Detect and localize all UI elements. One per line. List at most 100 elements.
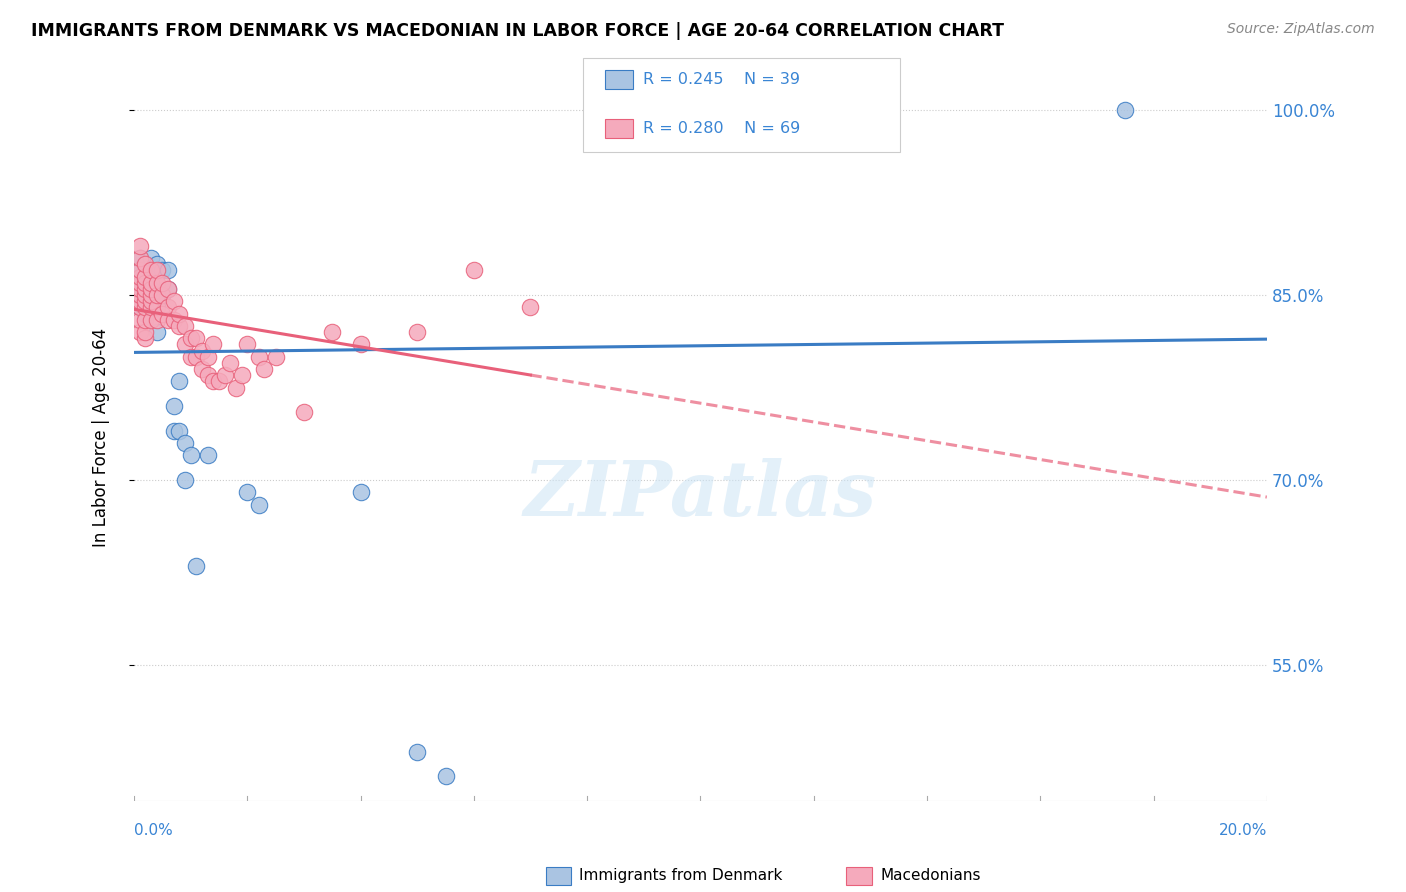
Point: [128, 251, 150, 265]
Point: [139, 288, 162, 302]
Point: [145, 276, 167, 290]
Point: [134, 276, 156, 290]
Point: [349, 337, 371, 351]
Point: [162, 312, 184, 326]
Point: [202, 375, 225, 389]
Point: [197, 350, 219, 364]
Point: [139, 251, 162, 265]
Point: [134, 276, 156, 290]
Point: [128, 282, 150, 296]
Point: [145, 312, 167, 326]
Point: [633, 128, 655, 142]
Point: [156, 263, 179, 277]
Point: [197, 368, 219, 383]
Point: [186, 350, 208, 364]
Point: [128, 269, 150, 284]
Point: [191, 343, 214, 358]
Point: [134, 331, 156, 345]
Point: [167, 424, 190, 438]
Point: [134, 294, 156, 309]
Point: [156, 301, 179, 315]
Point: [150, 276, 173, 290]
Point: [145, 325, 167, 339]
Point: [145, 263, 167, 277]
Point: [208, 375, 231, 389]
Point: [236, 485, 259, 500]
Point: [139, 294, 162, 309]
Text: R = 0.245    N = 39: R = 0.245 N = 39: [643, 72, 800, 87]
Point: [191, 362, 214, 376]
Point: [1114, 103, 1136, 117]
Point: [156, 282, 179, 296]
Point: [134, 294, 156, 309]
Point: [139, 282, 162, 296]
Point: [174, 337, 197, 351]
Point: [150, 288, 173, 302]
Point: [134, 325, 156, 339]
Point: [139, 263, 162, 277]
Point: [150, 263, 173, 277]
Point: [145, 288, 167, 302]
Point: [134, 257, 156, 271]
Point: [139, 282, 162, 296]
Point: [186, 559, 208, 574]
Point: [145, 257, 167, 271]
Point: [156, 312, 179, 326]
Point: [219, 356, 242, 370]
Point: [180, 449, 202, 463]
Point: [236, 337, 259, 351]
Text: 20.0%: 20.0%: [1219, 823, 1267, 838]
Point: [197, 449, 219, 463]
Point: [128, 325, 150, 339]
Text: R = 0.280    N = 69: R = 0.280 N = 69: [643, 121, 800, 136]
Point: [134, 288, 156, 302]
Point: [139, 301, 162, 315]
Point: [134, 307, 156, 321]
Point: [253, 362, 276, 376]
Point: [167, 307, 190, 321]
Point: [128, 294, 150, 309]
Point: [434, 769, 457, 783]
Point: [128, 288, 150, 302]
Y-axis label: In Labor Force | Age 20-64: In Labor Force | Age 20-64: [93, 327, 110, 547]
Point: [180, 350, 202, 364]
Point: [214, 368, 236, 383]
Point: [162, 294, 184, 309]
Point: [134, 269, 156, 284]
Text: Macedonians: Macedonians: [880, 869, 980, 883]
Point: [128, 312, 150, 326]
Point: [134, 282, 156, 296]
Point: [174, 318, 197, 333]
Point: [134, 257, 156, 271]
Point: [134, 269, 156, 284]
Point: [128, 263, 150, 277]
Point: [231, 368, 253, 383]
Point: [128, 288, 150, 302]
Text: 0.0%: 0.0%: [134, 823, 173, 838]
Point: [128, 276, 150, 290]
Point: [162, 399, 184, 413]
Point: [321, 325, 343, 339]
Point: [180, 331, 202, 345]
Point: [145, 301, 167, 315]
Point: [247, 498, 270, 512]
Point: [139, 312, 162, 326]
Point: [202, 337, 225, 351]
Point: [264, 350, 287, 364]
Point: [128, 282, 150, 296]
Point: [134, 312, 156, 326]
Point: [128, 263, 150, 277]
Point: [292, 405, 315, 419]
Point: [519, 301, 541, 315]
Point: [134, 282, 156, 296]
Point: [128, 301, 150, 315]
Point: [167, 375, 190, 389]
Point: [128, 269, 150, 284]
Point: [145, 301, 167, 315]
Point: [349, 485, 371, 500]
Point: [150, 307, 173, 321]
Point: [128, 276, 150, 290]
Point: [167, 318, 190, 333]
Point: [128, 251, 150, 265]
Point: [162, 424, 184, 438]
